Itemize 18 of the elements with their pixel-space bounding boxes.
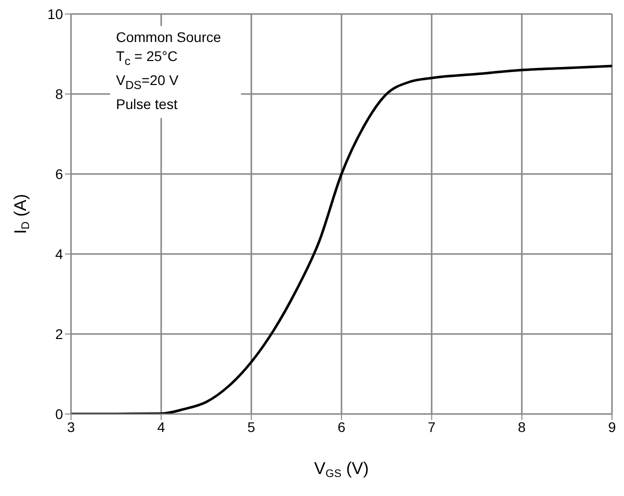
annotation: Pulse test bbox=[116, 94, 178, 114]
annotation: V$_{DS}$=20 V bbox=[116, 70, 180, 94]
x-tick-label: 4 bbox=[157, 418, 166, 435]
y-tick-label: 2 bbox=[55, 326, 64, 342]
y-tick-label: 4 bbox=[55, 246, 64, 262]
x-tick-label: 9 bbox=[608, 418, 616, 435]
x-axis-title: V$_{GS}$ (V) bbox=[314, 459, 369, 480]
x-tick-label: 8 bbox=[518, 418, 526, 435]
x-tick-label: 3 bbox=[67, 418, 76, 435]
x-tick-label: 6 bbox=[338, 418, 346, 435]
x-tick-label: 7 bbox=[428, 418, 436, 435]
y-tick-label: 8 bbox=[55, 86, 64, 102]
x-tick-label: 5 bbox=[247, 418, 256, 435]
annotation: T$_{c}$ = 25°C bbox=[116, 47, 179, 70]
y-tick-label: 10 bbox=[47, 6, 64, 22]
y-tick-label: 6 bbox=[55, 166, 64, 182]
y-tick-label: 0 bbox=[55, 406, 64, 422]
annotation: Common Source bbox=[116, 28, 222, 47]
